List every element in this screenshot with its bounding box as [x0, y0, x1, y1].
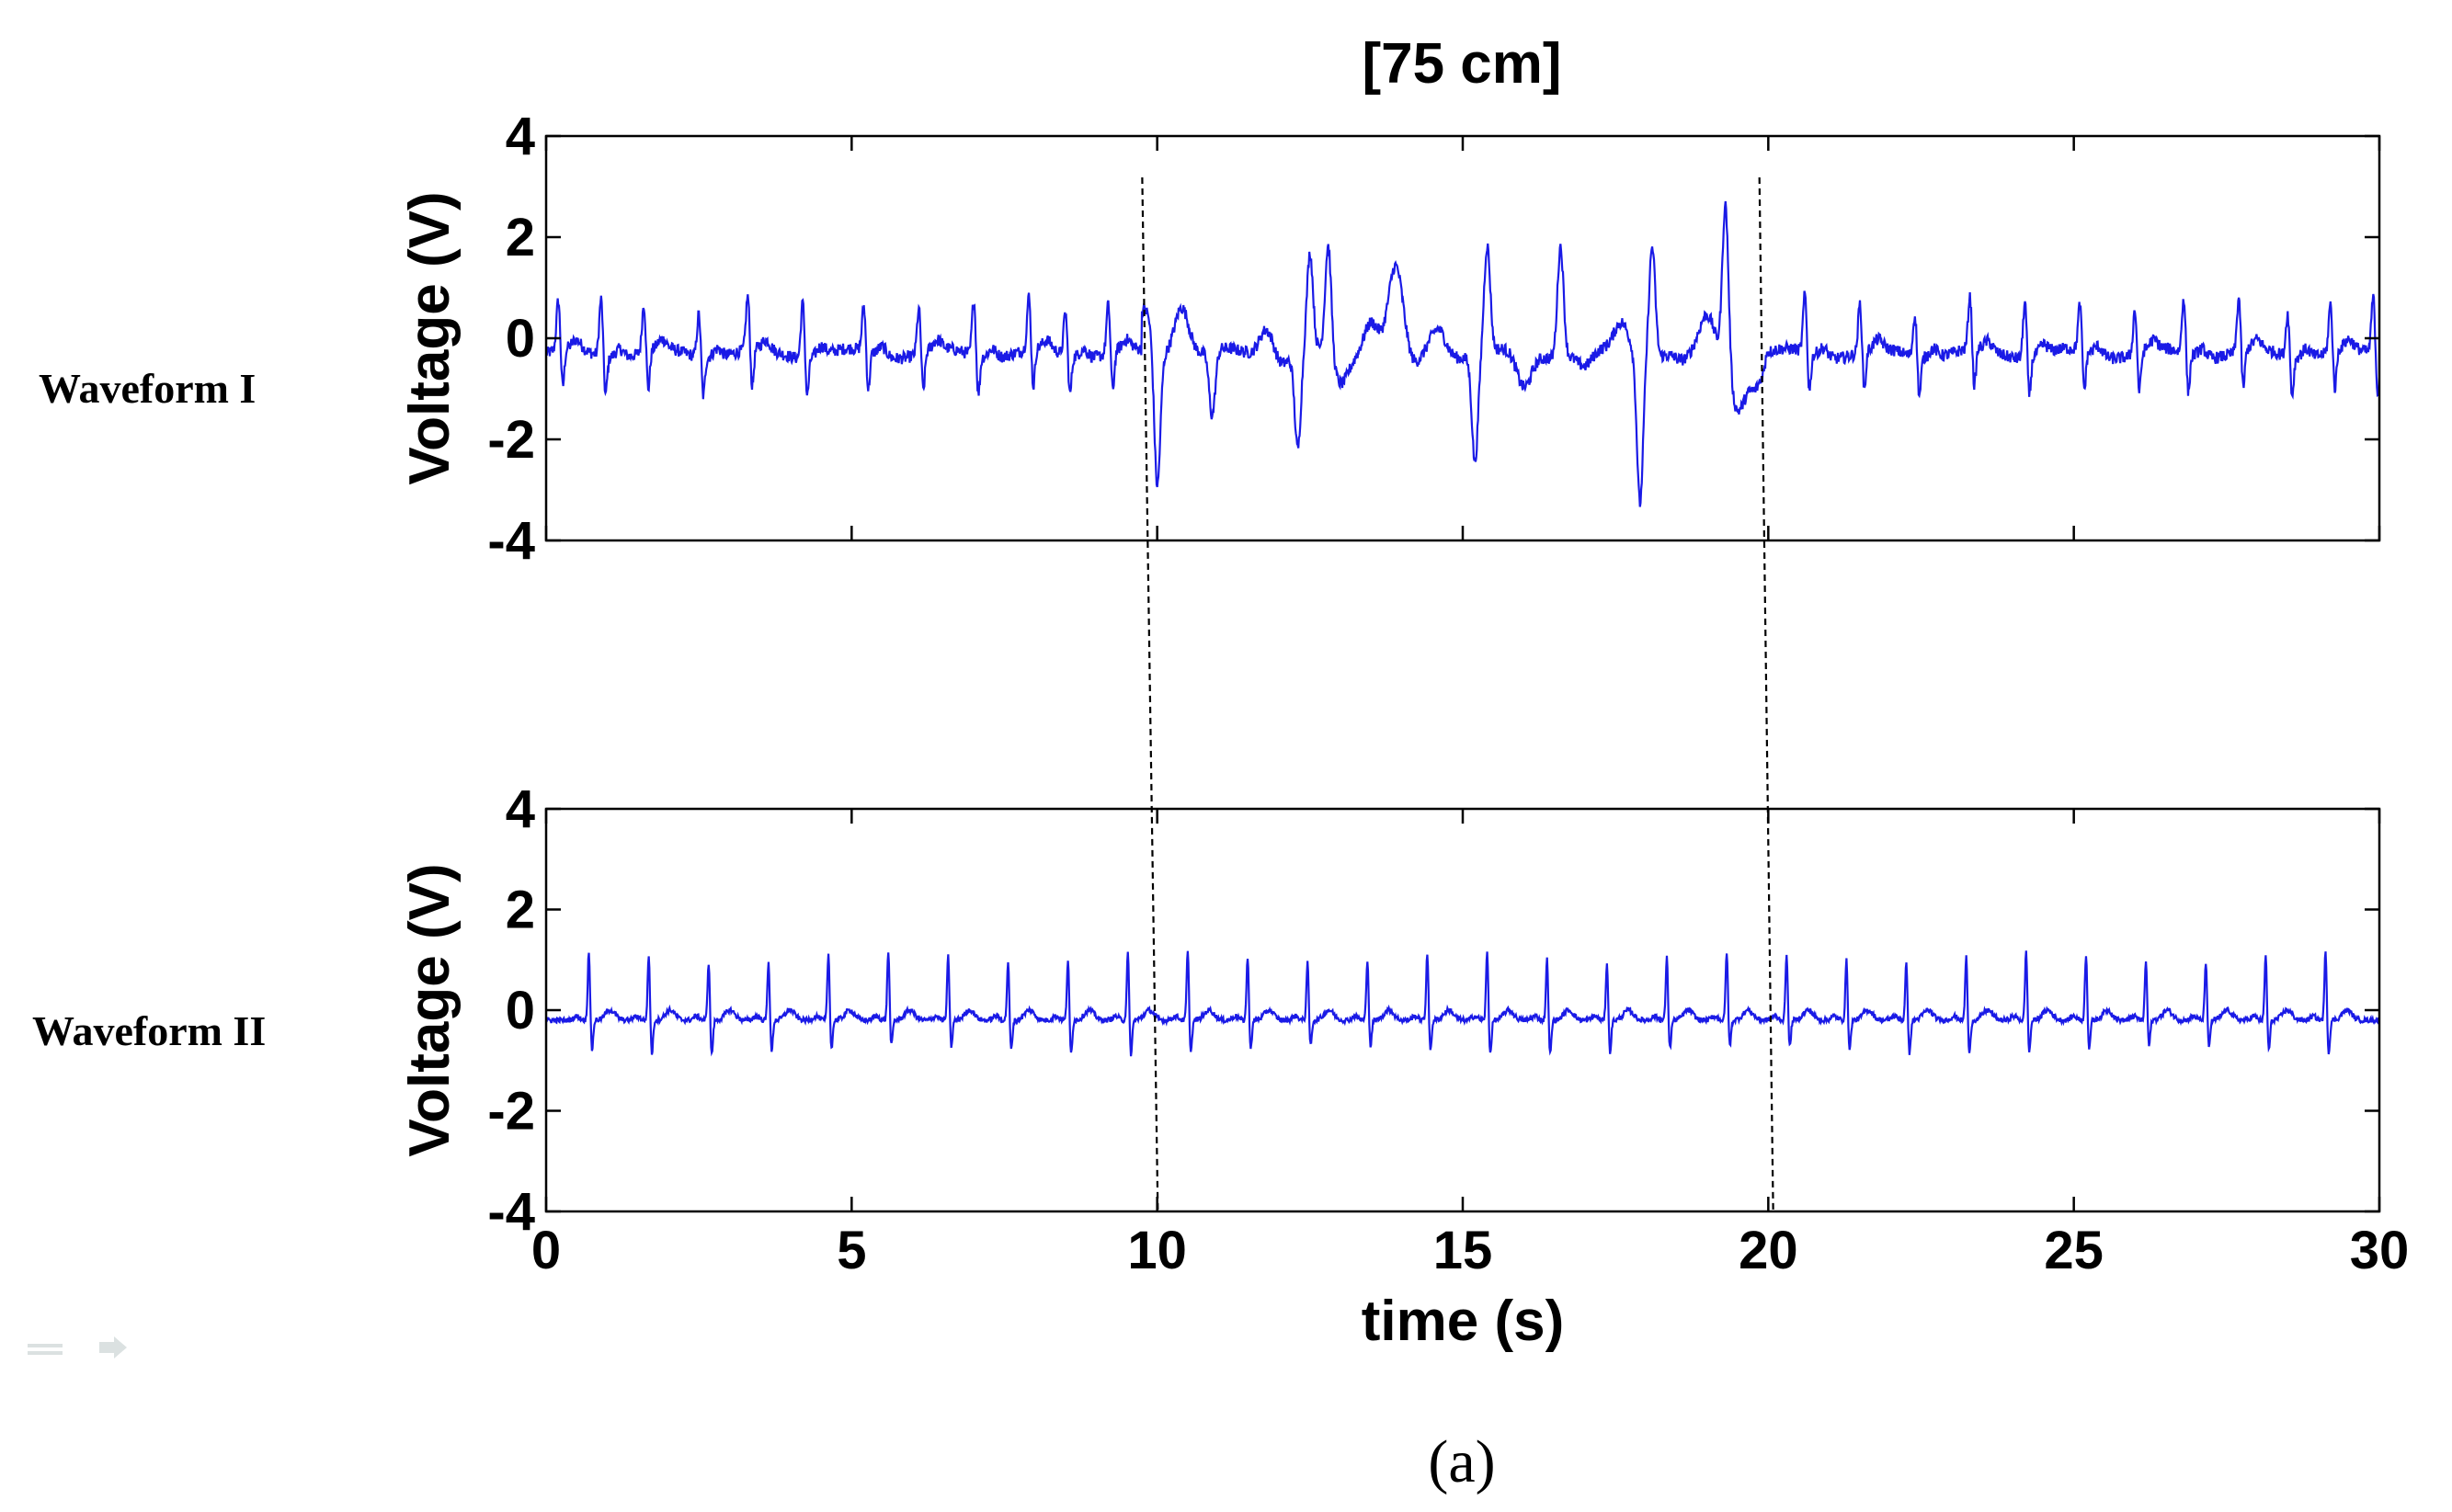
row-label-waveform-2: Waveform II — [32, 1007, 266, 1054]
y-tick-label: 4 — [506, 779, 535, 839]
y-tick-label: -2 — [487, 410, 535, 470]
y-axis-label-1: Voltage (V) — [398, 191, 462, 484]
y-tick-label: 0 — [506, 309, 535, 369]
y-tick-label: 4 — [506, 107, 535, 166]
y-tick-label: 0 — [506, 981, 535, 1040]
plot-frame-1 — [544, 134, 2381, 542]
x-tick-label: 30 — [2350, 1221, 2410, 1280]
y-tick-label: 2 — [506, 208, 535, 267]
marker-line-2 — [1758, 176, 1774, 1212]
series-line-1 — [546, 200, 2379, 507]
panel-label: (a) — [1428, 1428, 1495, 1495]
series-line-2 — [546, 950, 2379, 1057]
menu-icon — [28, 1344, 63, 1347]
x-tick-label: 10 — [1127, 1221, 1187, 1280]
y-tick-label: -4 — [487, 1182, 535, 1242]
x-tick-label: 0 — [531, 1221, 561, 1280]
x-tick-label: 20 — [1739, 1221, 1798, 1280]
marker-line-1 — [1141, 176, 1159, 1212]
y-axis-label-2: Voltage (V) — [398, 863, 462, 1156]
marker-lines — [1141, 176, 1774, 1212]
x-tick-label: 5 — [837, 1221, 866, 1280]
arrow-right-icon — [99, 1336, 127, 1359]
x-axis-label: time (s) — [1362, 1290, 1564, 1353]
x-tick-label: 15 — [1433, 1221, 1493, 1280]
slide-nav-icons — [28, 1336, 127, 1359]
x-tick-label: 25 — [2044, 1221, 2104, 1280]
y-tick-label: 2 — [506, 881, 535, 940]
y-tick-label: -4 — [487, 511, 535, 571]
chart-title: [75 cm] — [1362, 32, 1561, 96]
row-label-waveform-1: Waveform I — [39, 365, 256, 412]
y-tick-label: -2 — [487, 1082, 535, 1142]
chart-panel-waveform-1: 4 2 0 -2 -4 Voltage (V) — [398, 107, 2381, 571]
menu-icon-line — [28, 1351, 63, 1355]
